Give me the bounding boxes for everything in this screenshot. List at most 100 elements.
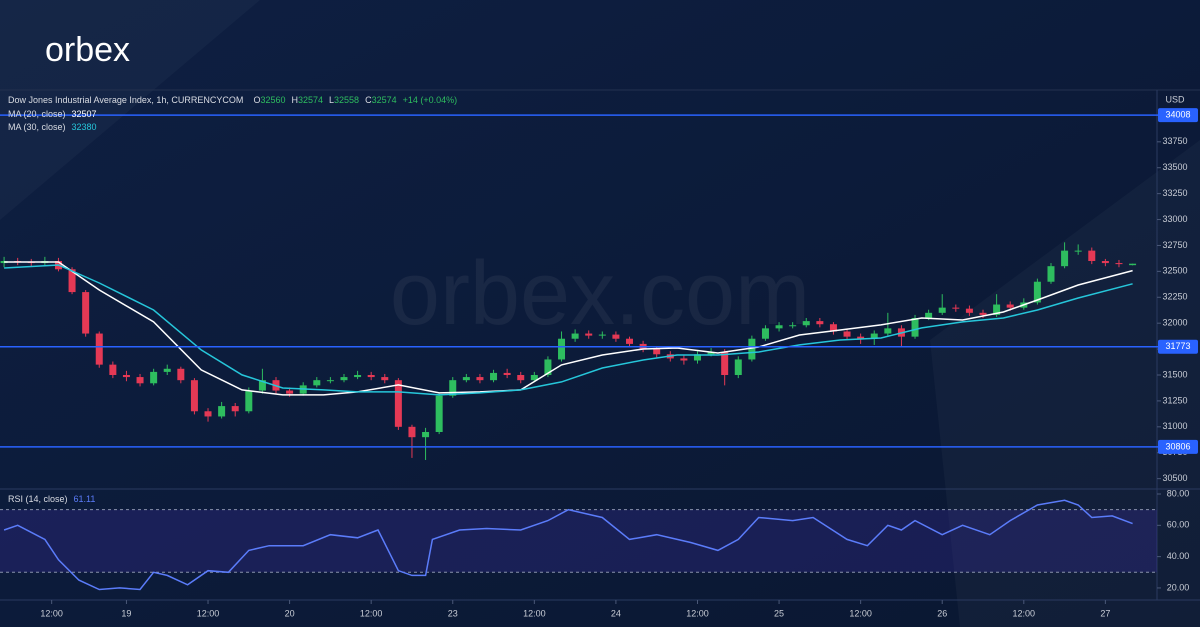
- level-label: 30806: [1165, 441, 1190, 451]
- candle-body: [150, 371, 158, 384]
- ohlc-value: 32574: [298, 95, 323, 105]
- rsi-band: [0, 509, 1157, 573]
- candle-body: [109, 364, 117, 375]
- candle-body: [422, 432, 430, 438]
- candle-body: [490, 372, 498, 381]
- candle-body: [476, 377, 484, 381]
- x-tick-label: 27: [1100, 608, 1110, 618]
- candle-body: [612, 334, 620, 339]
- candle-body: [1101, 261, 1109, 264]
- x-tick-label: 24: [611, 608, 621, 618]
- y-tick-label: 40.00: [1167, 551, 1190, 561]
- x-tick-label: 12:00: [40, 608, 63, 618]
- candle-body: [721, 352, 729, 375]
- candle-body: [503, 372, 511, 375]
- axes: 3050030750310003125031500317503200032250…: [0, 108, 1198, 618]
- candle-body: [367, 375, 375, 378]
- level-label: 31773: [1165, 341, 1190, 351]
- x-tick-label: 26: [937, 608, 947, 618]
- change: +14 (+0.04%): [403, 95, 458, 105]
- candle-body: [530, 375, 538, 381]
- y-tick-label: 32750: [1162, 240, 1187, 250]
- candle-body: [286, 390, 294, 394]
- level-label: 34008: [1165, 109, 1190, 119]
- candle-body: [952, 307, 960, 309]
- y-tick-label: 20.00: [1167, 582, 1190, 592]
- legend-name: MA (20, close): [8, 109, 66, 119]
- legend-value: 61.11: [74, 494, 96, 504]
- candle-body: [435, 395, 443, 432]
- y-tick-label: 32500: [1162, 266, 1187, 276]
- candle-body: [95, 333, 103, 365]
- ohlc-label: H: [291, 95, 298, 105]
- candle-body: [707, 352, 715, 355]
- y-tick-label: 32000: [1162, 318, 1187, 328]
- candle-body: [462, 377, 470, 381]
- y-tick-label: 32250: [1162, 292, 1187, 302]
- candle-body: [231, 406, 239, 412]
- candle-body: [653, 349, 661, 355]
- candle-body: [1006, 304, 1014, 308]
- candle-body: [0, 261, 8, 264]
- candle-body: [993, 304, 1001, 315]
- candle-body: [734, 359, 742, 375]
- candle-body: [449, 380, 457, 396]
- legend: MA (30, close) 32380: [8, 122, 97, 132]
- candle-body: [884, 328, 892, 334]
- level-label-box: [1158, 108, 1198, 123]
- y-tick-label: 31500: [1162, 369, 1187, 379]
- candle-body: [979, 312, 987, 315]
- candle-body: [218, 406, 226, 417]
- y-tick-label: 33000: [1162, 214, 1187, 224]
- candle-body: [1074, 250, 1082, 252]
- symbol-title: Dow Jones Industrial Average Index, 1h, …: [8, 95, 243, 105]
- level-label-box: [1158, 339, 1198, 354]
- price-pane: [0, 242, 1137, 460]
- candle-body: [313, 380, 321, 386]
- legend-value: 32507: [72, 109, 97, 119]
- y-tick-label: 33500: [1162, 162, 1187, 172]
- candle-body: [626, 338, 634, 344]
- candle-body: [1088, 250, 1096, 261]
- x-tick-label: 12:00: [849, 608, 872, 618]
- currency: USD: [1165, 94, 1185, 104]
- candle-body: [1115, 263, 1123, 265]
- candle-body: [598, 334, 606, 336]
- y-tick-label: 33750: [1162, 136, 1187, 146]
- candle-body: [925, 312, 933, 318]
- candle-body: [843, 331, 851, 337]
- x-tick-label: 12:00: [1013, 608, 1036, 618]
- candle-body: [761, 328, 769, 339]
- indicator-line: [4, 261, 1133, 396]
- x-tick-label: 25: [774, 608, 784, 618]
- ohlc-label: C: [365, 95, 372, 105]
- ohlc-value: 32560: [260, 95, 285, 105]
- candle-body: [122, 375, 130, 378]
- candle-body: [911, 318, 919, 337]
- candle-body: [829, 324, 837, 332]
- y-tick-label: 31250: [1162, 395, 1187, 405]
- candle-body: [1061, 250, 1069, 267]
- header: Dow Jones Industrial Average Index, 1h, …: [8, 95, 457, 105]
- candle-body: [1033, 281, 1041, 303]
- candle-body: [870, 333, 878, 339]
- candle-body: [258, 380, 266, 391]
- candle-body: [965, 308, 973, 313]
- ohlc-value: 32574: [372, 95, 397, 105]
- y-tick-label: 60.00: [1167, 520, 1190, 530]
- candle-body: [816, 321, 824, 325]
- candle-body: [381, 377, 389, 381]
- candle-body: [82, 292, 90, 334]
- candle-body: [245, 390, 253, 412]
- candle-body: [789, 325, 797, 327]
- x-tick-label: 12:00: [686, 608, 709, 618]
- ohlc-label: O: [253, 95, 260, 105]
- legend-value: 32380: [72, 122, 97, 132]
- candle-body: [177, 368, 185, 381]
- candle-body: [571, 333, 579, 339]
- rsi-pane: [0, 499, 1157, 591]
- legend-name: RSI (14, close): [8, 494, 68, 504]
- candle-body: [136, 377, 144, 384]
- legend: RSI (14, close) 61.11: [8, 494, 95, 504]
